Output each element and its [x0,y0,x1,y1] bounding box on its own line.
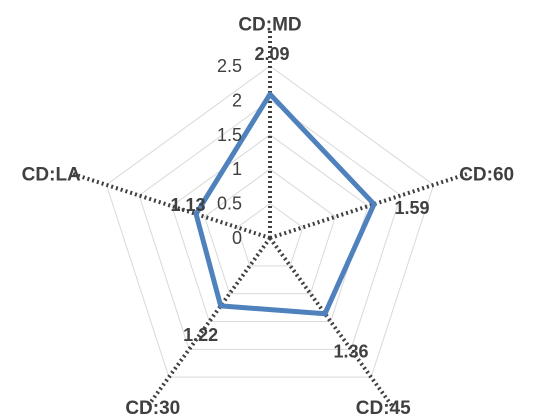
tick-label: 0.5 [217,194,242,214]
data-label: 2.09 [254,44,289,64]
data-label: 1.13 [171,195,206,215]
grid-ring-4 [138,99,402,350]
axis-cd-45 [268,236,395,409]
data-label: 1.22 [183,325,218,345]
radar-labels: 0 0.5 1 1.5 2 2.5 CD:MD CD:60 CD:45 CD:30 CD:LA 2.0… [22,14,514,418]
series-line [193,91,377,317]
category-label: CD:60 [459,164,514,185]
grid-ring-5 [105,65,435,378]
tick-label: 0 [232,228,242,248]
data-label: 1.36 [333,342,368,362]
tick-label: 1 [232,159,242,179]
category-label: CD:30 [125,398,180,419]
tick-label: 2.5 [217,56,242,76]
category-label: CD:MD [238,14,301,35]
axis-cd-60 [269,171,471,240]
category-label: CD:LA [22,164,81,185]
grid-ring-1 [236,202,304,267]
grid-ring-2 [203,168,337,295]
tick-label: 1.5 [217,125,242,145]
category-label: CD:45 [356,398,411,419]
tick-label: 2 [232,90,242,110]
data-label: 1.59 [395,198,430,218]
grid-ring-3 [171,134,369,322]
radar-grid [105,65,435,378]
radar-series [193,91,377,317]
